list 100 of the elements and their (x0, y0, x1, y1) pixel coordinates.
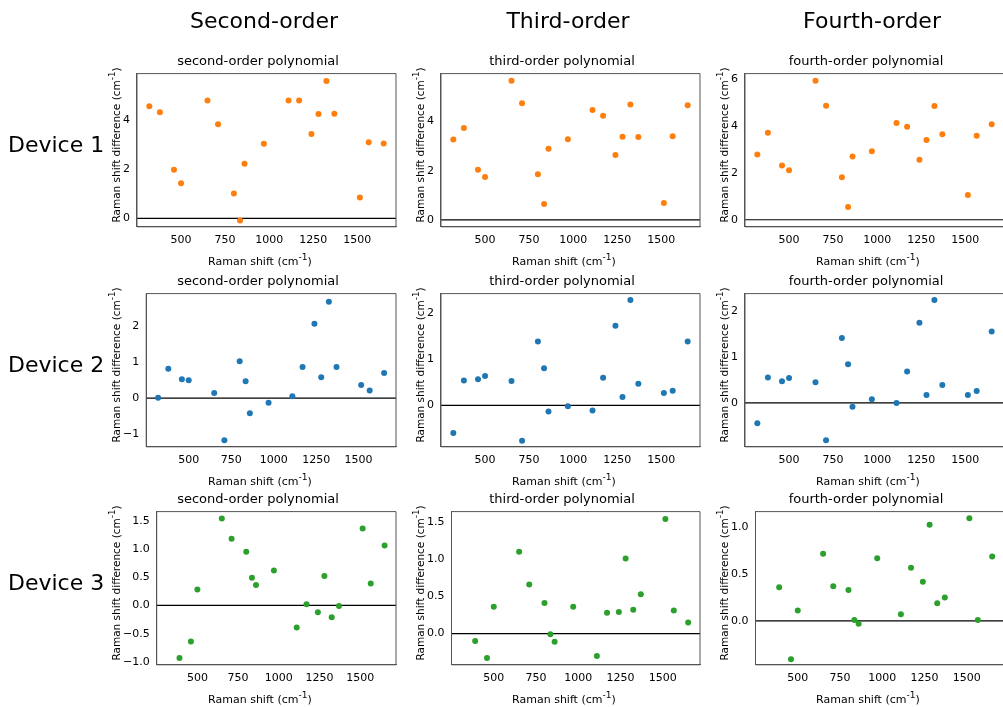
y-tick-label: 2 (132, 319, 140, 333)
point (475, 376, 481, 383)
y-tick-label: 6 (731, 72, 738, 86)
point (684, 338, 691, 345)
x-tick-label: 1500 (951, 453, 980, 467)
x-axis-title: Raman shift (cm$^{-1}$) (815, 251, 921, 268)
point (221, 437, 228, 444)
y-tick-label: 0 (132, 390, 140, 404)
x-axis-title: Raman shift (cm$^{-1}$) (207, 251, 313, 268)
y-tick-label: 2 (731, 303, 738, 317)
y-tick-label: 0.0 (426, 626, 445, 640)
x-tick-label: 500 (178, 453, 200, 467)
point (490, 603, 497, 610)
text: Third-order (505, 8, 631, 33)
point (812, 77, 819, 84)
point (308, 131, 315, 137)
point (204, 97, 211, 104)
point (211, 390, 218, 397)
text: Second-order (189, 8, 339, 33)
point (939, 381, 946, 388)
point (380, 140, 387, 147)
point (622, 555, 629, 562)
point (230, 190, 237, 197)
point (303, 601, 310, 608)
y-tick-label: −1.0 (122, 654, 150, 668)
chart-title: fourth-order polynomial (788, 491, 944, 507)
point (289, 393, 296, 400)
text: Fourth-order (802, 8, 942, 33)
point (564, 403, 571, 410)
text: Device 2 (8, 352, 105, 377)
point (786, 167, 793, 174)
point (265, 399, 272, 406)
point (156, 109, 163, 116)
point (243, 548, 250, 555)
point (897, 611, 904, 618)
y-tick-label: 2 (123, 162, 130, 176)
y-tick-label: 1.5 (426, 514, 445, 528)
point (171, 166, 177, 173)
x-axis-title: Raman shift (cm$^{-1}$) (511, 251, 617, 268)
point (450, 136, 457, 143)
point (845, 361, 852, 368)
point (849, 403, 856, 410)
x-tick-label: 1250 (603, 453, 632, 467)
point (820, 550, 827, 557)
x-tick-label: 1500 (343, 233, 372, 247)
point (973, 387, 980, 394)
point (934, 600, 941, 607)
point (365, 139, 372, 146)
point (685, 619, 692, 626)
y-tick-label: 1.5 (132, 513, 150, 527)
point (593, 652, 600, 659)
point (299, 363, 306, 370)
point (165, 365, 172, 372)
point (526, 581, 533, 588)
point (600, 374, 607, 381)
point (325, 298, 332, 305)
point (551, 638, 558, 645)
y-tick-label: 2 (731, 165, 738, 179)
point (619, 394, 626, 401)
point (358, 381, 365, 388)
point (545, 408, 552, 415)
point (849, 153, 856, 160)
x-tick-label: 1500 (647, 233, 676, 247)
x-tick-label: 500 (170, 233, 192, 247)
point (270, 567, 277, 574)
x-tick-label: 1250 (603, 233, 632, 247)
point (318, 374, 325, 381)
point (236, 358, 243, 365)
y-tick-label: 2 (427, 306, 434, 320)
point (194, 586, 201, 593)
point (460, 377, 467, 384)
point (482, 372, 489, 379)
point (367, 580, 374, 587)
point (253, 582, 260, 589)
point (754, 151, 761, 158)
point (838, 174, 845, 181)
point (812, 379, 819, 386)
x-tick-label: 500 (778, 233, 800, 247)
point (684, 102, 691, 109)
point (670, 607, 677, 614)
y-tick-label: 4 (123, 113, 130, 127)
y-tick-label: 0 (731, 212, 738, 226)
x-tick-label: 1000 (863, 233, 892, 247)
point (381, 542, 388, 549)
point (635, 133, 642, 140)
point (916, 156, 923, 163)
x-tick-label: 1500 (648, 671, 677, 685)
x-tick-label: 750 (822, 453, 844, 467)
x-tick-label: 1000 (868, 671, 897, 685)
point (851, 616, 858, 623)
point (564, 136, 571, 143)
point (242, 378, 249, 385)
y-tick-label: 0.5 (730, 567, 749, 581)
x-tick-label: 1250 (907, 453, 936, 467)
point (788, 656, 794, 663)
point (570, 603, 577, 610)
x-tick-label: 1250 (606, 671, 635, 685)
x-tick-label: 1250 (302, 453, 331, 467)
x-axis-title: Raman shift (cm$^{-1}$) (511, 689, 617, 706)
point (662, 516, 669, 523)
